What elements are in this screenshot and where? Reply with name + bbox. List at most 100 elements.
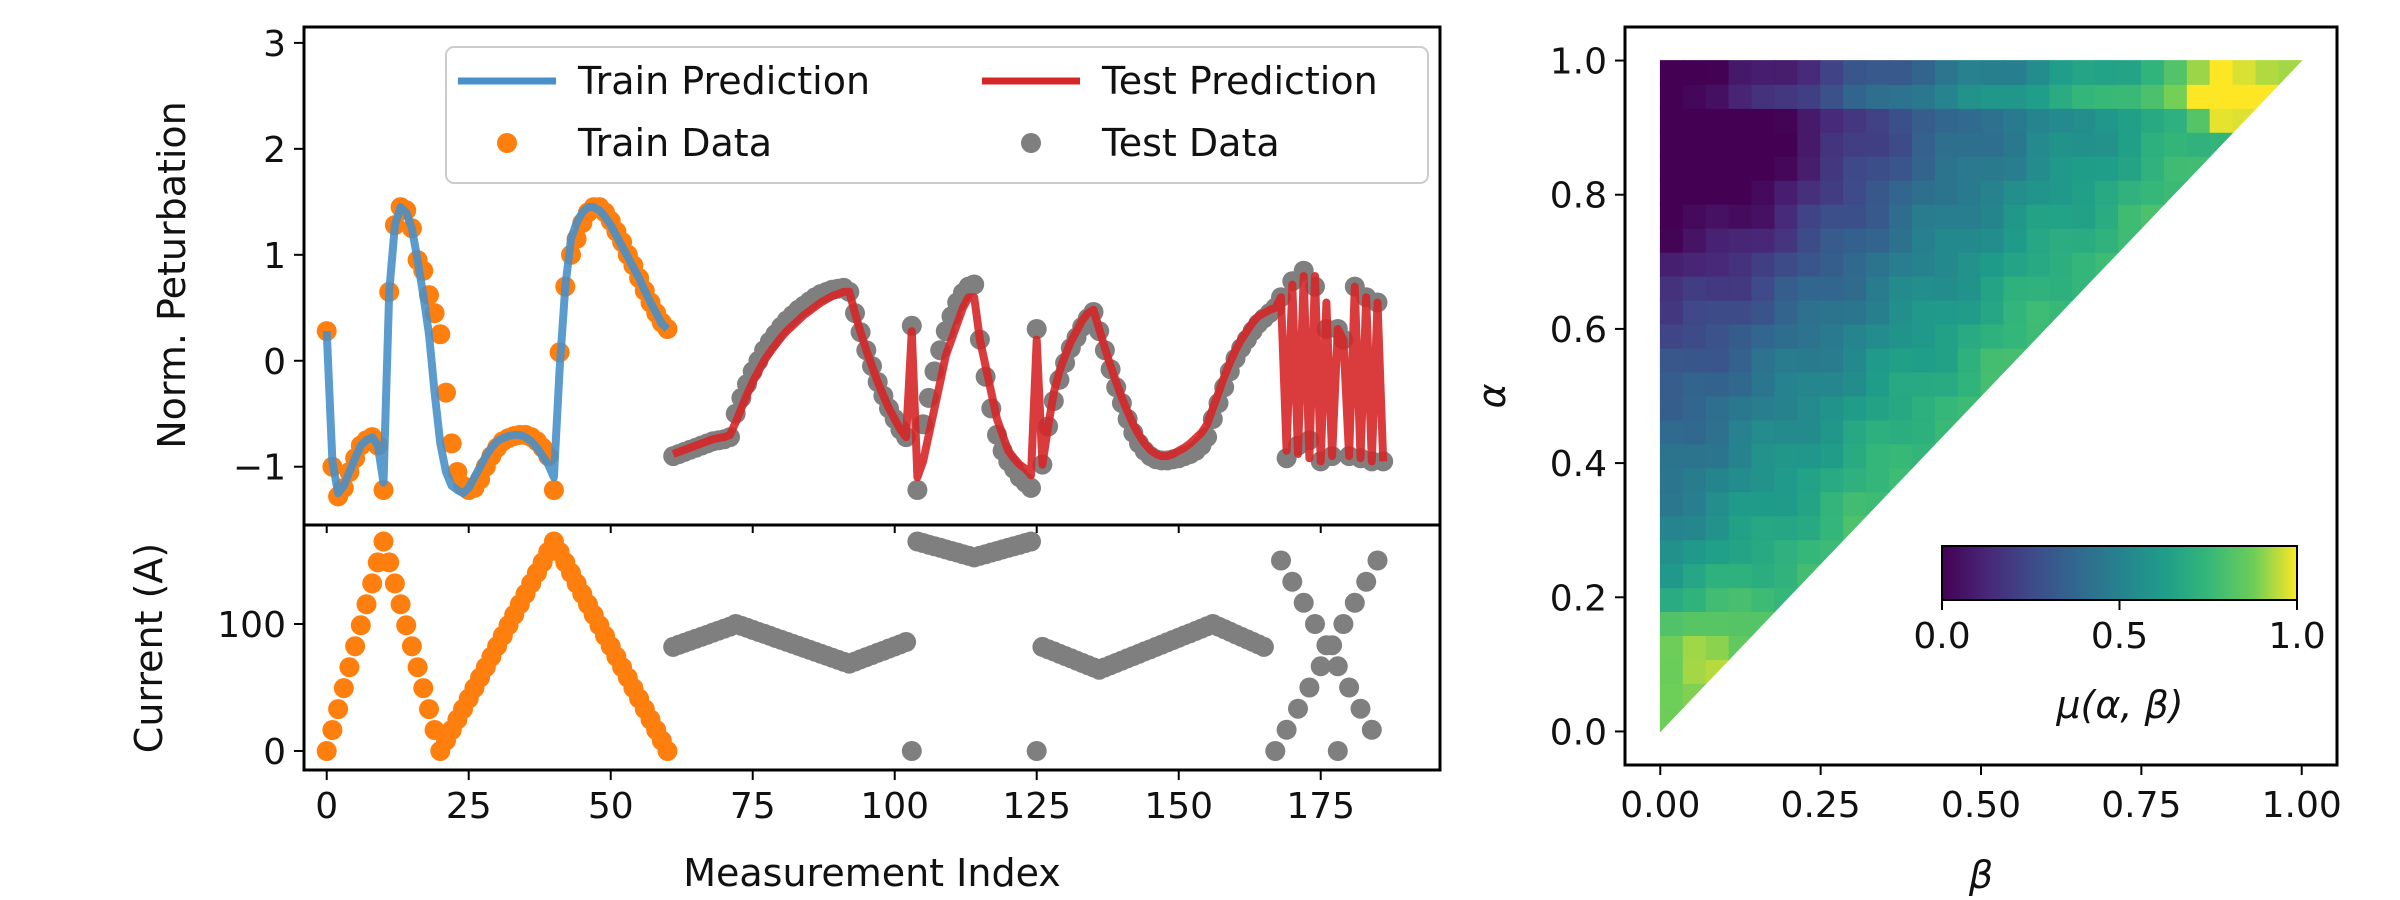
heat-cell-24-27: [2209, 60, 2234, 85]
heat-cell-20-20: [2118, 227, 2143, 254]
heatmap-y-ticks: 0.0 0.2 0.4 0.6 0.8 1.0: [1550, 42, 1625, 753]
heat-cell-4-23: [1751, 155, 1776, 181]
top-legend: Train Prediction Test Prediction Train D…: [445, 46, 1429, 184]
heat-cell-16-25: [2026, 108, 2051, 133]
bottom-plot-area: [316, 531, 1388, 761]
heat-cell-7-23: [1820, 155, 1844, 181]
heat-cell-5-24: [1774, 131, 1799, 157]
heatmap-x-tick-label-2: 0.50: [1941, 785, 2021, 826]
heat-cell-20-23: [2118, 155, 2142, 181]
heat-cell-1-17: [1682, 299, 1707, 325]
heat-cell-13-27: [1957, 60, 1982, 85]
heat-cell-6-17: [1797, 299, 1821, 325]
heat-cell-5-6: [1774, 563, 1799, 589]
heat-cell-10-21: [1889, 203, 1913, 229]
current-point-train-data-2: [328, 699, 349, 720]
heat-cell-13-22: [1957, 179, 1982, 205]
heat-cell-5-21: [1774, 203, 1799, 229]
legend-label-train-data: Train Data: [577, 121, 772, 165]
heat-cell-18-18: [2072, 275, 2097, 302]
heat-cell-9-15: [1866, 347, 1890, 373]
heat-cell-14-18: [1980, 275, 2005, 301]
heat-cell-0-5: [1659, 587, 1684, 612]
current-point-train-data-13: [390, 594, 411, 615]
heat-cell-3-20: [1728, 227, 1753, 253]
heat-cell-20-21: [2118, 203, 2142, 229]
bottom-x-tick-label-1: 25: [446, 786, 492, 827]
heat-cell-4-22: [1751, 179, 1776, 205]
heat-cell-6-10: [1797, 467, 1821, 493]
heatmap-x-tick-label-1: 0.25: [1781, 785, 1861, 826]
heat-cell-4-10: [1751, 467, 1776, 493]
current-point-test-data-109: [1288, 698, 1308, 719]
heat-cell-1-13: [1682, 395, 1707, 421]
heat-cell-0-2: [1659, 659, 1684, 684]
bottom-y-axis-label: Current (A): [127, 543, 171, 753]
heat-cell-9-11: [1866, 443, 1890, 469]
point-test-data-43: [907, 480, 928, 500]
heat-cell-1-18: [1682, 275, 1707, 301]
bottom-x-axis-label: Measurement Index: [683, 851, 1061, 895]
heat-cell-20-22: [2118, 179, 2142, 205]
heat-cell-5-23: [1774, 155, 1799, 181]
heat-cell-5-10: [1774, 467, 1799, 493]
colorbar-gradient: [1941, 545, 2298, 601]
top-y-tick-label-4: 3: [263, 24, 286, 65]
legend-label-test-data: Test Data: [1101, 121, 1280, 165]
heat-cell-2-2: [1705, 659, 1730, 685]
heatmap-y-tick-label-4: 0.8: [1550, 176, 1607, 217]
heat-cell-8-12: [1843, 419, 1867, 445]
heat-cell-20-27: [2118, 60, 2142, 85]
current-point-train-data-16: [407, 657, 428, 678]
heatmap-panel: 0.00.20.40.60.81.0 0.00 0.25 0.50 0.75 1.00 …: [1470, 25, 2342, 897]
top-y-tick-label-0: −1: [233, 448, 286, 489]
heat-cell-7-17: [1820, 299, 1844, 325]
current-point-train-data-3: [333, 678, 354, 699]
heat-cell-4-13: [1751, 395, 1776, 421]
heat-cell-6-20: [1797, 227, 1821, 253]
current-point-test-data-42: [901, 741, 922, 761]
heat-cell-1-25: [1682, 108, 1707, 133]
heat-cell-0-22: [1659, 179, 1684, 205]
heat-cell-16-19: [2026, 251, 2051, 277]
heat-cell-11-21: [1911, 203, 1936, 229]
heat-cell-18-24: [2072, 131, 2096, 157]
heat-cell-4-7: [1751, 539, 1776, 565]
heat-cell-1-19: [1682, 251, 1707, 277]
heat-cell-2-5: [1705, 587, 1730, 612]
bottom-x-ticks: 0 25 50 75 100 125 150 175: [315, 770, 1355, 827]
heat-cell-18-22: [2072, 179, 2096, 205]
heat-cell-5-8: [1774, 515, 1799, 541]
heat-cell-9-25: [1866, 108, 1890, 133]
heat-cell-0-11: [1659, 443, 1684, 469]
heat-cell-2-3: [1705, 635, 1730, 660]
heat-cell-12-13: [1934, 395, 1959, 421]
heat-cell-14-27: [1980, 60, 2005, 85]
heat-cell-8-24: [1843, 131, 1867, 157]
heatmap-x-tick-label-3: 0.75: [2101, 785, 2181, 826]
colorbar-tick-label-2: 1.0: [2268, 616, 2325, 657]
heat-cell-4-6: [1751, 563, 1776, 589]
top-y-tick-label-2: 1: [263, 236, 286, 277]
heat-cell-7-18: [1820, 275, 1844, 301]
heat-cell-7-9: [1820, 491, 1844, 517]
heat-cell-3-8: [1728, 515, 1753, 541]
heat-cell-3-18: [1728, 275, 1753, 301]
heat-cell-10-26: [1889, 84, 1913, 109]
heat-cell-0-23: [1659, 155, 1684, 181]
heat-cell-6-26: [1797, 84, 1821, 109]
heat-cell-8-23: [1843, 155, 1867, 181]
heatmap-y-axis-label: α: [1470, 383, 1514, 408]
heat-cell-2-19: [1705, 251, 1730, 277]
bottom-x-tick-label-5: 125: [1002, 786, 1071, 827]
heat-cell-0-3: [1659, 635, 1684, 660]
heat-cell-3-25: [1728, 108, 1753, 133]
bottom-x-tick-label-0: 0: [315, 786, 338, 827]
heat-cell-0-18: [1659, 275, 1684, 301]
heat-cell-13-15: [1957, 347, 1982, 373]
heat-cell-7-7: [1820, 539, 1845, 565]
heat-cell-3-10: [1728, 467, 1753, 493]
heat-cell-4-16: [1751, 323, 1776, 349]
heat-cell-6-12: [1797, 419, 1821, 445]
heat-cell-6-21: [1797, 203, 1821, 229]
